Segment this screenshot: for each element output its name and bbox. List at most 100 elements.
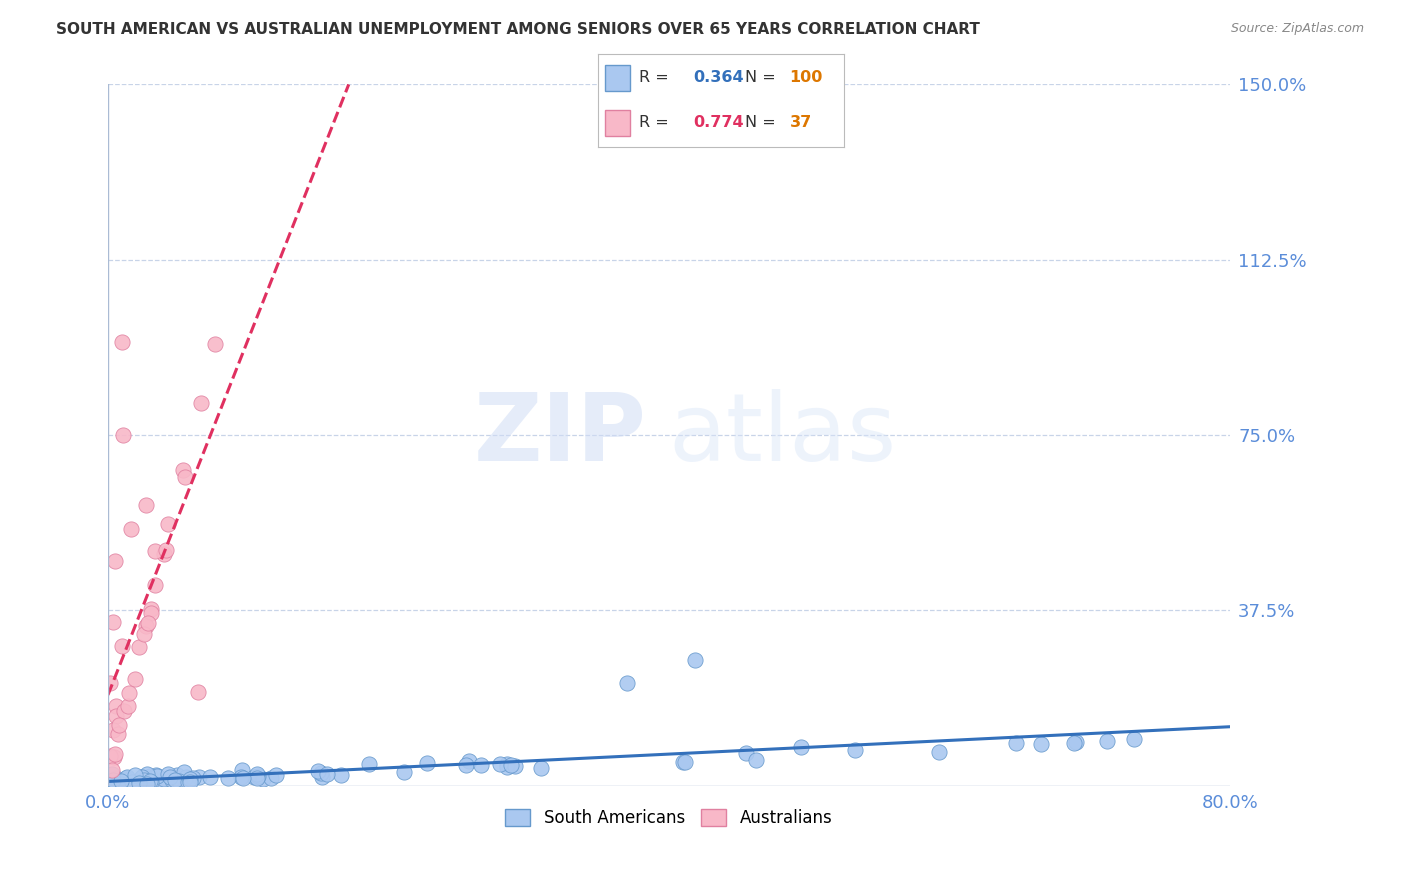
Point: [118, 686, 141, 700]
Point: [174, 770, 197, 784]
Point: [169, 775, 191, 789]
Point: [153, 547, 176, 561]
Point: [503, 758, 526, 772]
Point: [112, 705, 135, 719]
Point: [311, 770, 333, 784]
Point: [142, 776, 165, 790]
Point: [138, 773, 160, 788]
Point: [128, 773, 150, 788]
Point: [1005, 736, 1028, 750]
Point: [1029, 738, 1052, 752]
Point: [1063, 736, 1085, 750]
Point: [153, 772, 176, 786]
Point: [160, 773, 183, 788]
Point: [496, 756, 519, 771]
Point: [416, 756, 439, 771]
Point: [307, 764, 329, 778]
Point: [1123, 732, 1146, 747]
Point: [114, 772, 136, 787]
Point: [495, 760, 517, 774]
Point: [190, 396, 212, 410]
Point: [330, 768, 353, 782]
Point: [104, 554, 127, 568]
Point: [127, 777, 149, 791]
Point: [232, 771, 254, 785]
Point: [103, 750, 125, 764]
Point: [104, 699, 127, 714]
Point: [173, 765, 195, 780]
Point: [488, 757, 510, 772]
Point: [734, 747, 756, 761]
Point: [159, 770, 181, 784]
Point: [143, 578, 166, 592]
Point: [252, 772, 274, 786]
Point: [128, 776, 150, 790]
Point: [124, 672, 146, 686]
Point: [456, 758, 478, 772]
Point: [111, 428, 134, 442]
Point: [120, 522, 142, 536]
Point: [1097, 733, 1119, 747]
Point: [167, 773, 190, 788]
Point: [135, 498, 157, 512]
Point: [108, 774, 131, 789]
Point: [146, 769, 169, 783]
Point: [844, 743, 866, 757]
Point: [172, 463, 194, 477]
Point: [104, 747, 127, 761]
Point: [105, 708, 128, 723]
Point: [127, 776, 149, 790]
Point: [111, 776, 134, 790]
Point: [470, 757, 492, 772]
Point: [129, 775, 152, 789]
Point: [139, 606, 162, 620]
Text: SOUTH AMERICAN VS AUSTRALIAN UNEMPLOYMENT AMONG SENIORS OVER 65 YEARS CORRELATIO: SOUTH AMERICAN VS AUSTRALIAN UNEMPLOYMEN…: [56, 22, 980, 37]
Point: [136, 615, 159, 630]
Text: ZIP: ZIP: [474, 389, 647, 481]
Point: [145, 768, 167, 782]
Point: [134, 626, 156, 640]
Point: [217, 772, 239, 786]
Point: [204, 337, 226, 351]
Point: [188, 770, 211, 784]
Point: [673, 755, 696, 769]
Point: [98, 676, 121, 690]
Point: [155, 543, 177, 558]
Text: 0.774: 0.774: [693, 115, 744, 130]
Point: [101, 775, 124, 789]
Point: [198, 770, 221, 784]
Point: [229, 770, 252, 784]
Point: [246, 771, 269, 785]
Point: [179, 772, 201, 787]
Text: Source: ZipAtlas.com: Source: ZipAtlas.com: [1230, 22, 1364, 36]
Point: [135, 776, 157, 790]
Point: [110, 774, 132, 789]
Point: [132, 773, 155, 788]
Point: [110, 777, 132, 791]
Point: [117, 698, 139, 713]
Point: [243, 770, 266, 784]
Point: [231, 763, 253, 777]
Point: [928, 745, 950, 759]
Point: [100, 777, 122, 791]
Point: [134, 772, 156, 787]
Point: [157, 767, 180, 781]
Point: [131, 770, 153, 784]
Point: [101, 723, 124, 737]
Point: [115, 770, 138, 784]
Point: [131, 772, 153, 786]
Point: [100, 776, 122, 790]
Point: [166, 767, 188, 781]
Point: [157, 516, 180, 531]
Point: [131, 770, 153, 784]
Point: [128, 640, 150, 655]
Point: [501, 758, 523, 772]
Point: [124, 768, 146, 782]
Point: [118, 775, 141, 789]
Point: [143, 544, 166, 558]
Point: [122, 777, 145, 791]
Point: [138, 774, 160, 789]
Point: [616, 676, 638, 690]
Point: [115, 771, 138, 785]
Bar: [605, 110, 630, 136]
